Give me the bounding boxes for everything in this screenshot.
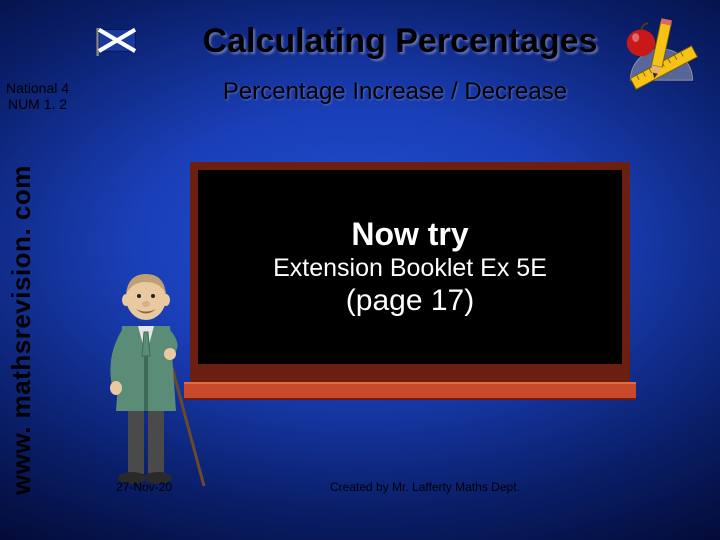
course-level-line2: NUM 1. 2: [6, 96, 69, 112]
flag-icon: [96, 28, 138, 56]
slide-title: Calculating Percentages: [150, 22, 650, 61]
footer-date: 27-Nov-20: [116, 480, 172, 494]
course-level-line1: National 4: [6, 80, 69, 96]
blackboard: Now try Extension Booklet Ex 5E (page 17…: [190, 162, 630, 394]
website-url: www. mathsrevision. com: [6, 115, 37, 495]
course-level: National 4 NUM 1. 2: [6, 80, 69, 112]
blackboard-inner: Now try Extension Booklet Ex 5E (page 17…: [198, 170, 622, 364]
blackboard-line3: (page 17): [202, 283, 618, 319]
footer-credit: Created by Mr. Lafferty Maths Dept.: [330, 480, 520, 494]
teacher-clipart-icon: [86, 256, 206, 506]
slide-subtitle: Percentage Increase / Decrease: [160, 78, 630, 106]
stationery-clipart-icon: [612, 18, 702, 98]
blackboard-line2: Extension Booklet Ex 5E: [202, 253, 618, 283]
blackboard-line1: Now try: [202, 215, 618, 253]
blackboard-ledger: [184, 382, 636, 400]
